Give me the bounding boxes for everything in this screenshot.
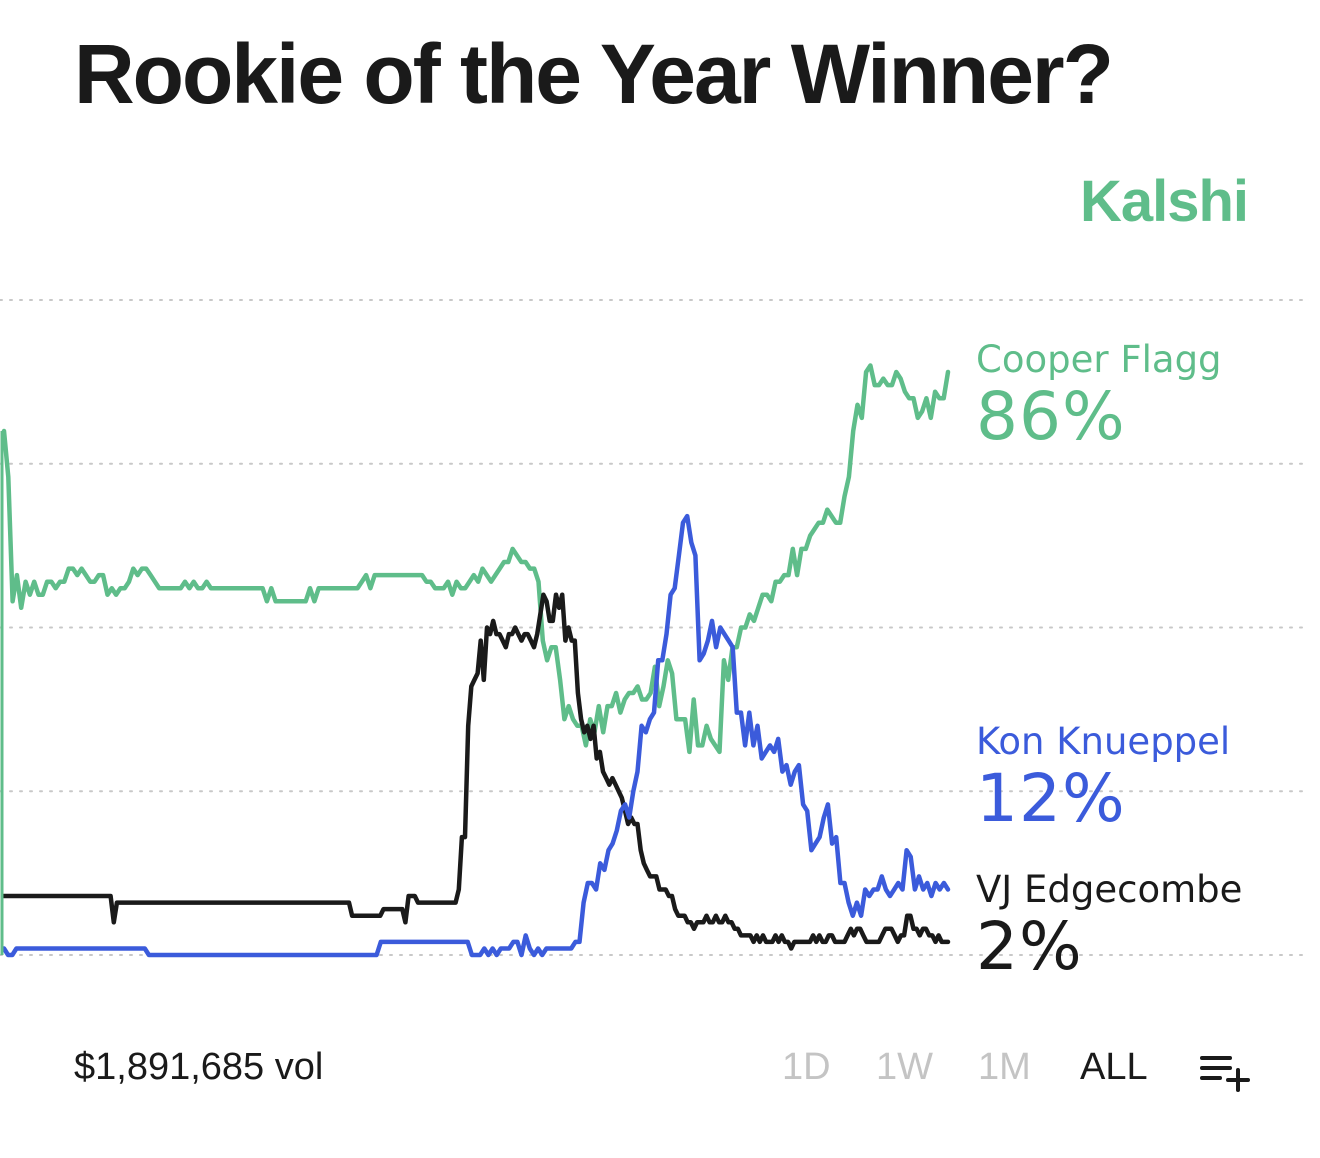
series-name: VJ Edgecombe [976, 868, 1243, 911]
range-1m-button[interactable]: 1M [978, 1046, 1031, 1088]
series-name: Cooper Flagg [976, 338, 1222, 381]
series-line-cooper-flagg [1, 363, 951, 755]
series-value: 86% [976, 378, 1126, 455]
series-value: 12% [976, 760, 1126, 837]
kalshi-logo: Kalshi [1079, 169, 1249, 234]
series-label-vj-edgecombe: VJ Edgecombe 2% [976, 868, 1242, 982]
line-chart [0, 299, 1311, 958]
volume-text: $1,891,685 vol [74, 1046, 324, 1088]
series-line-kon-knueppel [1, 513, 951, 958]
series-name: Kon Knueppel [976, 720, 1231, 763]
series-line-vj-edgecombe [1, 592, 951, 951]
range-1w-button[interactable]: 1W [876, 1046, 933, 1088]
series-value: 2% [976, 908, 1083, 985]
series-label-cooper-flagg: Cooper Flagg 86% [976, 338, 1222, 452]
range-all-button[interactable]: ALL [1080, 1046, 1148, 1088]
list-add-icon[interactable] [1200, 1052, 1252, 1092]
series-label-kon-knueppel: Kon Knueppel 12% [976, 720, 1230, 834]
chart-title: Rookie of the Year Winner? [74, 27, 1114, 121]
range-1d-button[interactable]: 1D [782, 1046, 831, 1088]
